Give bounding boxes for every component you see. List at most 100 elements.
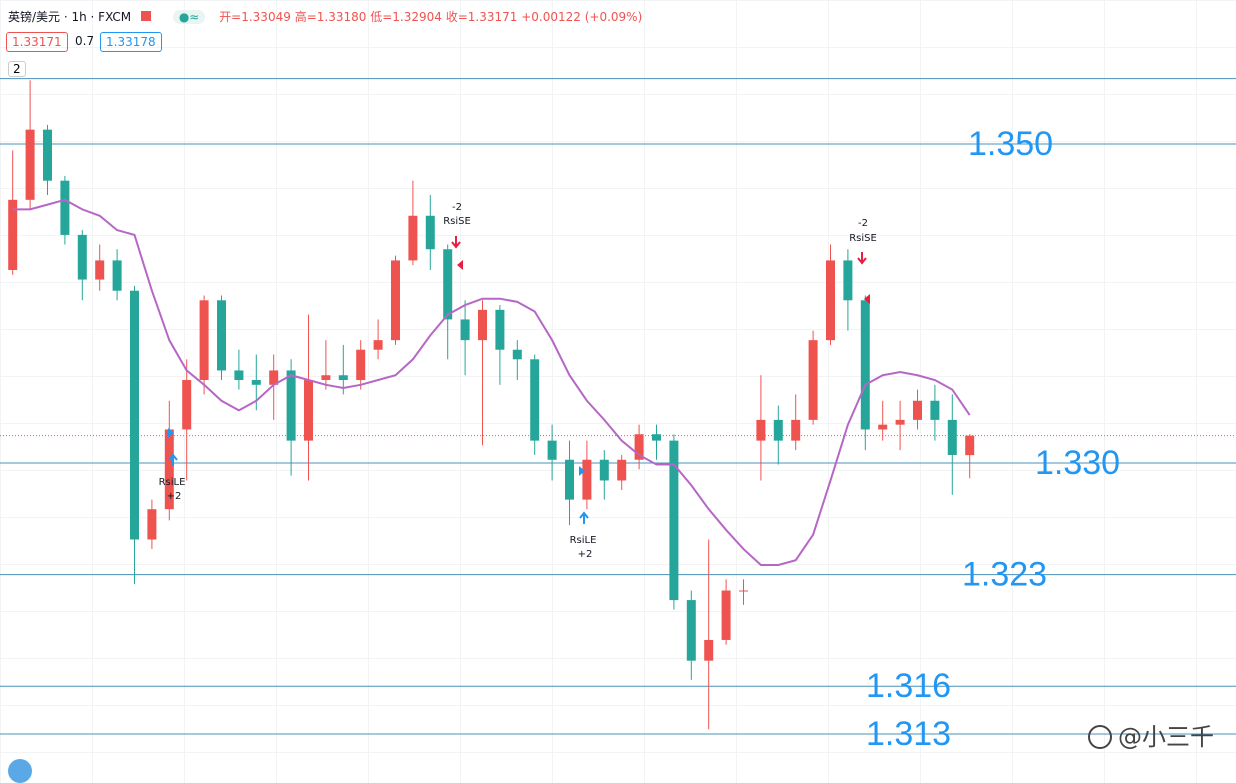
candle-body — [634, 434, 644, 460]
open: 开=1.33049 — [219, 10, 291, 24]
candle-body — [721, 590, 731, 640]
candle-body — [878, 424, 888, 430]
candle-body — [530, 359, 540, 441]
app-logo — [8, 759, 32, 783]
level-label: 1.350 — [968, 125, 1053, 163]
candle-body — [130, 290, 139, 540]
candle-body — [77, 234, 87, 280]
bid[interactable]: 1.33171 — [6, 32, 68, 52]
high: 高=1.33180 — [294, 10, 367, 24]
candle-body — [826, 260, 835, 341]
signal-name: RsiLE — [159, 477, 186, 488]
candle-body — [356, 349, 366, 381]
indicator-count: 2 — [13, 62, 21, 76]
candle-body — [304, 380, 313, 441]
candle-body — [704, 639, 714, 661]
candle-body — [321, 375, 331, 381]
candle-body — [478, 309, 487, 341]
low: 低=1.32904 — [370, 10, 442, 24]
candles — [8, 80, 975, 730]
candle-body — [217, 300, 226, 371]
candle-body — [269, 370, 279, 385]
level-label: 1.313 — [866, 715, 951, 753]
candle-body — [512, 349, 522, 360]
candle-body — [930, 400, 940, 420]
candle-body — [669, 440, 679, 601]
candle-body — [739, 590, 748, 592]
signal-name: RsiSE — [443, 216, 471, 227]
candle-body — [843, 260, 853, 301]
candle-body — [756, 419, 766, 441]
level-label: 1.330 — [1035, 444, 1120, 482]
candle-body — [547, 440, 557, 460]
candle-body — [147, 509, 157, 540]
watermark-text: @小三千 — [1118, 723, 1214, 751]
candle-body — [95, 260, 105, 280]
candle-body — [199, 300, 209, 381]
watermark-logo — [1088, 725, 1112, 749]
level-label: 1.316 — [866, 667, 951, 705]
signal-marker — [864, 294, 870, 304]
signal-arrow — [451, 236, 461, 249]
signal-marker — [168, 428, 174, 438]
candle-body — [338, 375, 348, 381]
signal-arrow — [857, 252, 867, 265]
ask[interactable]: 1.33178 — [100, 32, 162, 52]
candle-body — [913, 400, 922, 420]
symbol: 英镑/美元 · 1h · FXCM — [8, 10, 132, 24]
watermark: @小三千 — [1088, 723, 1214, 751]
candle-body — [895, 419, 905, 425]
legend: 英镑/美元 · 1h · FXCM ●≈ 开=1.33049 高=1.33180… — [8, 8, 642, 25]
candle-body — [60, 180, 70, 235]
overlay: RsiLE +2 -2 RsiSE RsiLE +2 -2 RsiSE — [159, 202, 877, 560]
candle-body — [43, 129, 52, 181]
candle-body — [965, 435, 975, 456]
candle-body — [652, 434, 661, 441]
signal-qty: +2 — [167, 491, 182, 502]
candle-body — [234, 370, 244, 381]
indicator-toggle[interactable]: 2 — [8, 61, 26, 77]
signal-arrow — [168, 453, 178, 466]
candle-body — [425, 215, 435, 250]
signal-arrow — [579, 511, 589, 524]
candle-body — [582, 459, 592, 500]
candle-body — [112, 260, 122, 291]
candle-body — [251, 380, 261, 385]
flag[interactable] — [140, 11, 151, 21]
candle-body — [182, 380, 192, 430]
level-label: 1.323 — [962, 556, 1047, 594]
signal-marker — [457, 260, 463, 270]
signal-qty: +2 — [578, 549, 593, 560]
status[interactable]: ●≈ — [172, 10, 206, 24]
candle-body — [808, 340, 818, 420]
candle-body — [443, 249, 453, 320]
spread: 0.7 — [75, 34, 95, 48]
candle-body — [565, 459, 574, 500]
candle-body — [617, 459, 627, 481]
candle-body — [8, 199, 18, 270]
signal-name: RsiLE — [570, 535, 597, 546]
candle-body — [791, 419, 801, 441]
candle-body — [860, 300, 870, 430]
candle-body — [391, 260, 400, 341]
change: +0.00122 (+0.09%) — [521, 10, 643, 24]
signal-qty: -2 — [452, 202, 462, 213]
candle-body — [373, 340, 383, 350]
signal-name: RsiSE — [849, 233, 877, 244]
candle-body — [947, 419, 957, 455]
candle-body — [25, 129, 35, 200]
signal-marker — [579, 466, 585, 476]
signal-qty: -2 — [858, 218, 868, 229]
candle-body — [286, 370, 296, 441]
candle-body — [460, 319, 470, 341]
candle-body — [599, 459, 609, 481]
close: 收=1.33171 — [445, 10, 518, 24]
candle-body — [495, 309, 505, 350]
ma-line — [12, 198, 971, 567]
candle-body — [686, 600, 696, 661]
candle-body — [164, 429, 174, 510]
candle-body — [773, 419, 783, 441]
candle-body — [408, 215, 418, 261]
